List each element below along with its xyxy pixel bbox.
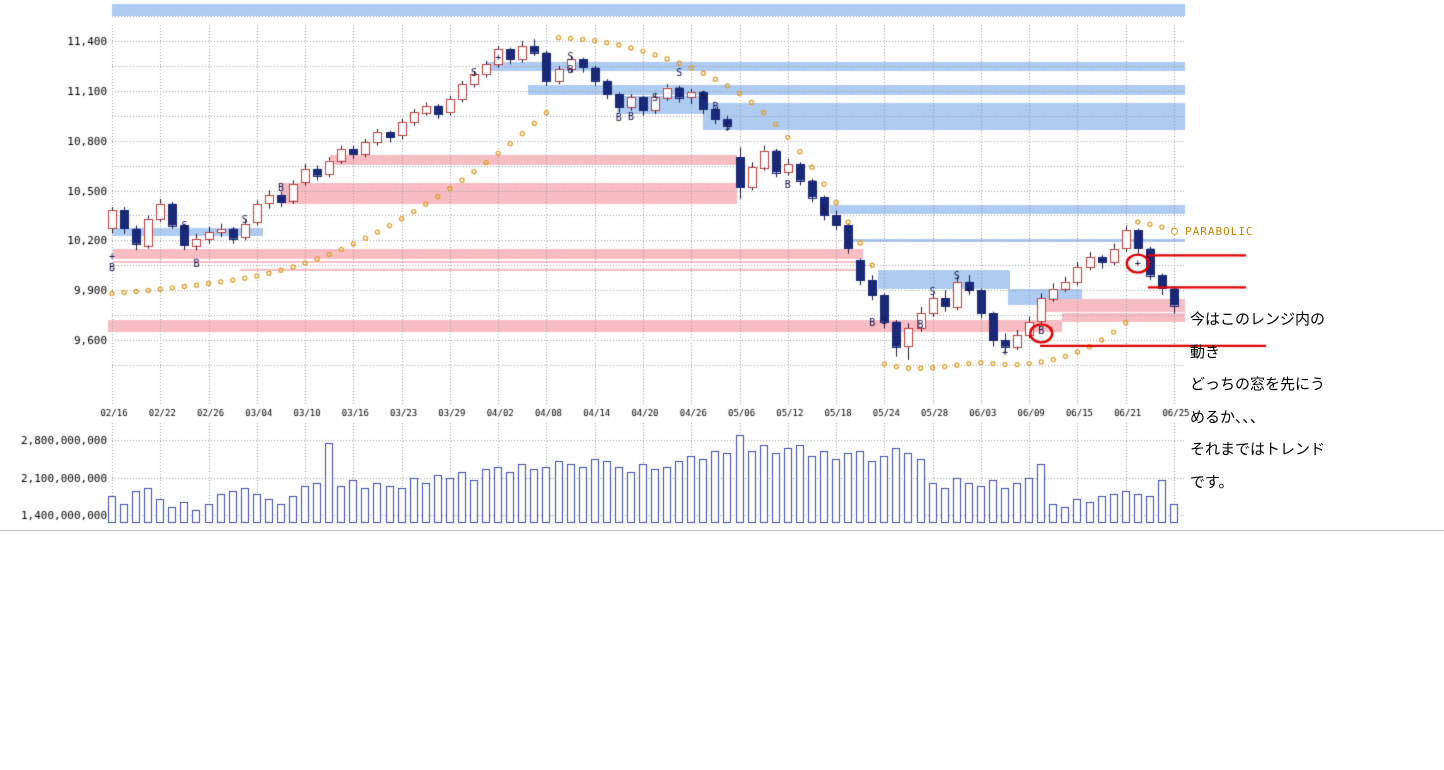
parabolic-legend-label: PARABOLIC	[1185, 225, 1254, 238]
annotation-line: 動き	[1190, 342, 1221, 361]
annotation-line: それまではトレンド	[1190, 440, 1326, 458]
annotation-line: どっちの窓を先にう	[1190, 375, 1326, 393]
annotation-line: 今はこのレンジ内の	[1190, 310, 1326, 328]
parabolic-legend: PARABOLIC	[1171, 225, 1254, 238]
annotation-line: めるか、、、	[1190, 407, 1265, 426]
annotation-text-block: 今はこのレンジ内の 動き どっちの窓を先にう めるか、、、 それまではトレンド …	[1190, 303, 1360, 498]
annotation-line: です。	[1190, 472, 1234, 491]
parabolic-dot-icon	[1171, 228, 1178, 235]
